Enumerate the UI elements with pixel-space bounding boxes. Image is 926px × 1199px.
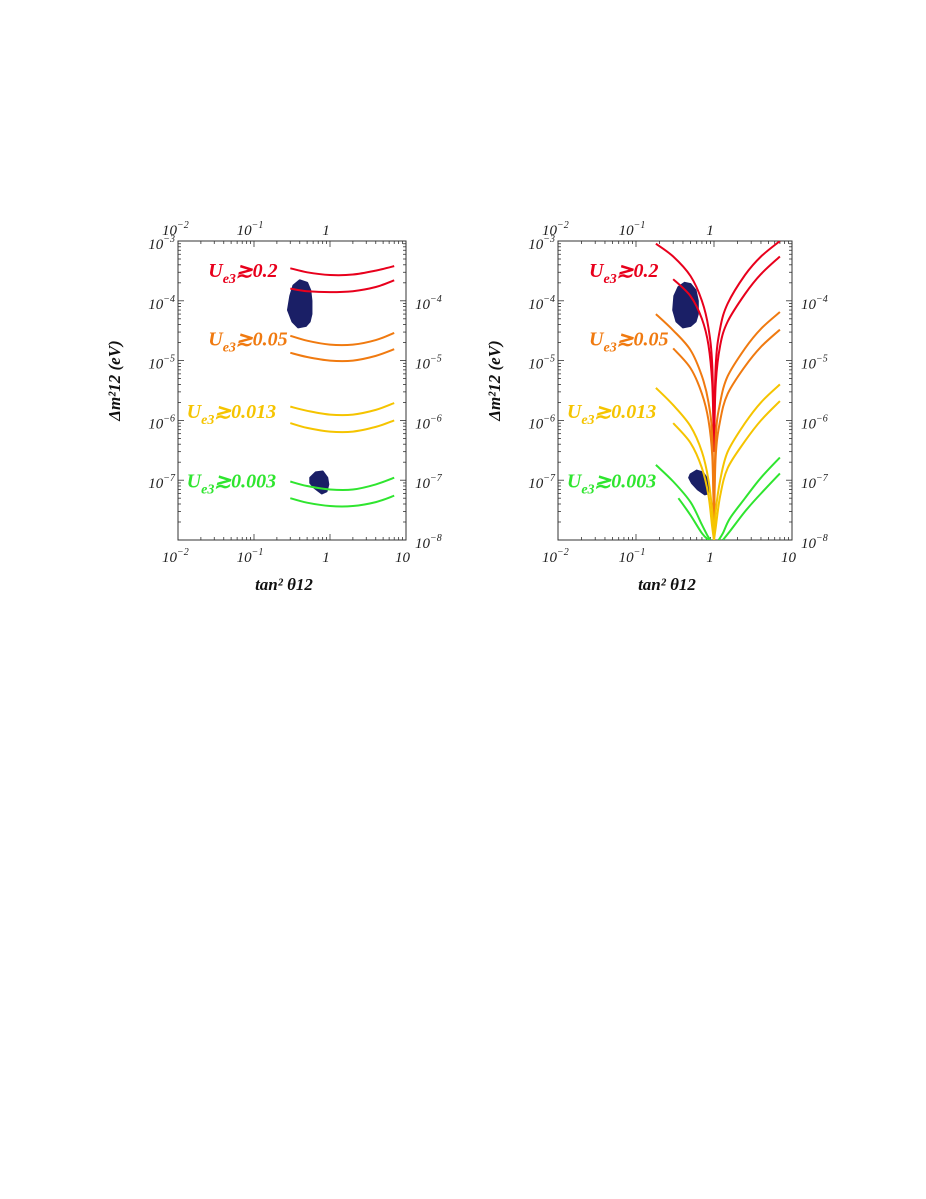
x-tick-label-top: 1 [322, 223, 330, 239]
y-tick-label-left: 10−7 [148, 473, 176, 492]
series-line-green [290, 494, 395, 508]
allowed-region [672, 281, 699, 329]
y-tick-label-left: 10−6 [528, 413, 555, 432]
band-label-yellow: Ue3≳0.013 [567, 401, 656, 428]
x-tick-label-top: 10−2 [542, 220, 569, 239]
series-line-red [713, 255, 781, 452]
series-line-green [655, 464, 712, 540]
y-tick-label-left: 10−3 [528, 234, 555, 253]
series-line-yellow [672, 422, 715, 540]
band-label-red: Ue3≳0.2 [208, 260, 277, 287]
x-tick-label-bottom: 10−2 [162, 547, 189, 566]
series-line-red [713, 241, 781, 452]
y-tick-label-right: 10−5 [801, 354, 828, 373]
x-tick-label-bottom: 10−1 [237, 547, 264, 566]
y-tick-label-left: 10−4 [528, 294, 555, 313]
y-tick-label-right: 10−8 [415, 533, 442, 552]
x-tick-label-top: 10−2 [162, 220, 189, 239]
y-tick-label-right: 10−6 [415, 413, 442, 432]
series-line-orange [290, 331, 395, 347]
x-tick-label-top: 1 [706, 223, 714, 239]
series-line-yellow [655, 387, 715, 540]
x-tick-label-bottom: 1 [322, 550, 330, 566]
x-tick-label-bottom: 1 [706, 550, 714, 566]
tick-marks [557, 241, 792, 541]
y-tick-label-left: 10−5 [528, 354, 555, 373]
y-tick-label-left: 10−7 [528, 473, 556, 492]
series-line-yellow [713, 400, 781, 540]
chart-panel-right: 10−2 10−2 10−1 10−1 1 1 10 10−3 10−4 10−5 10−6 10−7… [485, 220, 829, 594]
y-tick-label-right: 10−4 [801, 294, 828, 313]
plot-area [286, 265, 395, 508]
series-line-green [290, 476, 395, 491]
series-line-orange [655, 313, 715, 530]
y-tick-label-right: 10−5 [415, 354, 442, 373]
band-label-green: Ue3≳0.003 [567, 471, 656, 498]
plot-area [655, 241, 781, 540]
series-line-yellow [290, 419, 395, 434]
series-line-green [722, 472, 781, 540]
band-label-red: Ue3≳0.2 [589, 260, 658, 287]
x-axis-label: tan² θ12 [255, 575, 313, 594]
y-tick-label-left: 10−6 [148, 413, 175, 432]
y-tick-label-left: 10−4 [148, 294, 175, 313]
y-axis-label: Δm²12 (eV) [105, 340, 124, 421]
y-tick-label-right: 10−4 [415, 294, 442, 313]
allowed-region [286, 279, 313, 329]
series-line-yellow [290, 402, 395, 417]
y-tick-label-right: 10−8 [801, 533, 828, 552]
series-line-red [290, 265, 395, 277]
x-tick-label-bottom: 10−1 [619, 547, 646, 566]
series-line-orange [290, 348, 395, 363]
y-tick-label-right: 10−7 [415, 473, 443, 492]
band-label-green: Ue3≳0.003 [187, 471, 276, 498]
y-tick-label-right: 10−7 [801, 473, 829, 492]
y-tick-label-right: 10−6 [801, 413, 828, 432]
y-tick-label-left: 10−3 [148, 234, 175, 253]
series-line-orange [672, 347, 715, 530]
x-axis-label: tan² θ12 [638, 575, 696, 594]
tick-marks [177, 241, 406, 541]
series-line-yellow [713, 383, 781, 540]
series-line-orange [713, 311, 781, 530]
x-tick-label-bottom: 10 [395, 550, 411, 566]
series-line-red [655, 242, 715, 452]
plot-frame [177, 240, 407, 541]
series-line-red [290, 279, 395, 294]
chart-panel-left: 10−2 10−2 10−1 10−1 1 1 10 10−3 10−4 10−5 10−6 10−7… [105, 220, 443, 594]
series-line-green [677, 497, 710, 540]
series-line-green [717, 456, 781, 540]
band-label-orange: Ue3≳0.05 [208, 328, 287, 355]
band-label-yellow: Ue3≳0.013 [187, 401, 276, 428]
x-tick-label-top: 10−1 [619, 220, 646, 239]
x-tick-label-top: 10−1 [237, 220, 264, 239]
y-axis-label: Δm²12 (eV) [485, 340, 504, 421]
band-label-orange: Ue3≳0.05 [589, 328, 668, 355]
x-tick-label-bottom: 10 [781, 550, 797, 566]
y-tick-label-left: 10−5 [148, 354, 175, 373]
series-line-orange [713, 328, 781, 530]
series-line-red [672, 278, 715, 452]
x-tick-label-bottom: 10−2 [542, 547, 569, 566]
allowed-region [309, 470, 330, 495]
plot-frame [557, 240, 793, 541]
